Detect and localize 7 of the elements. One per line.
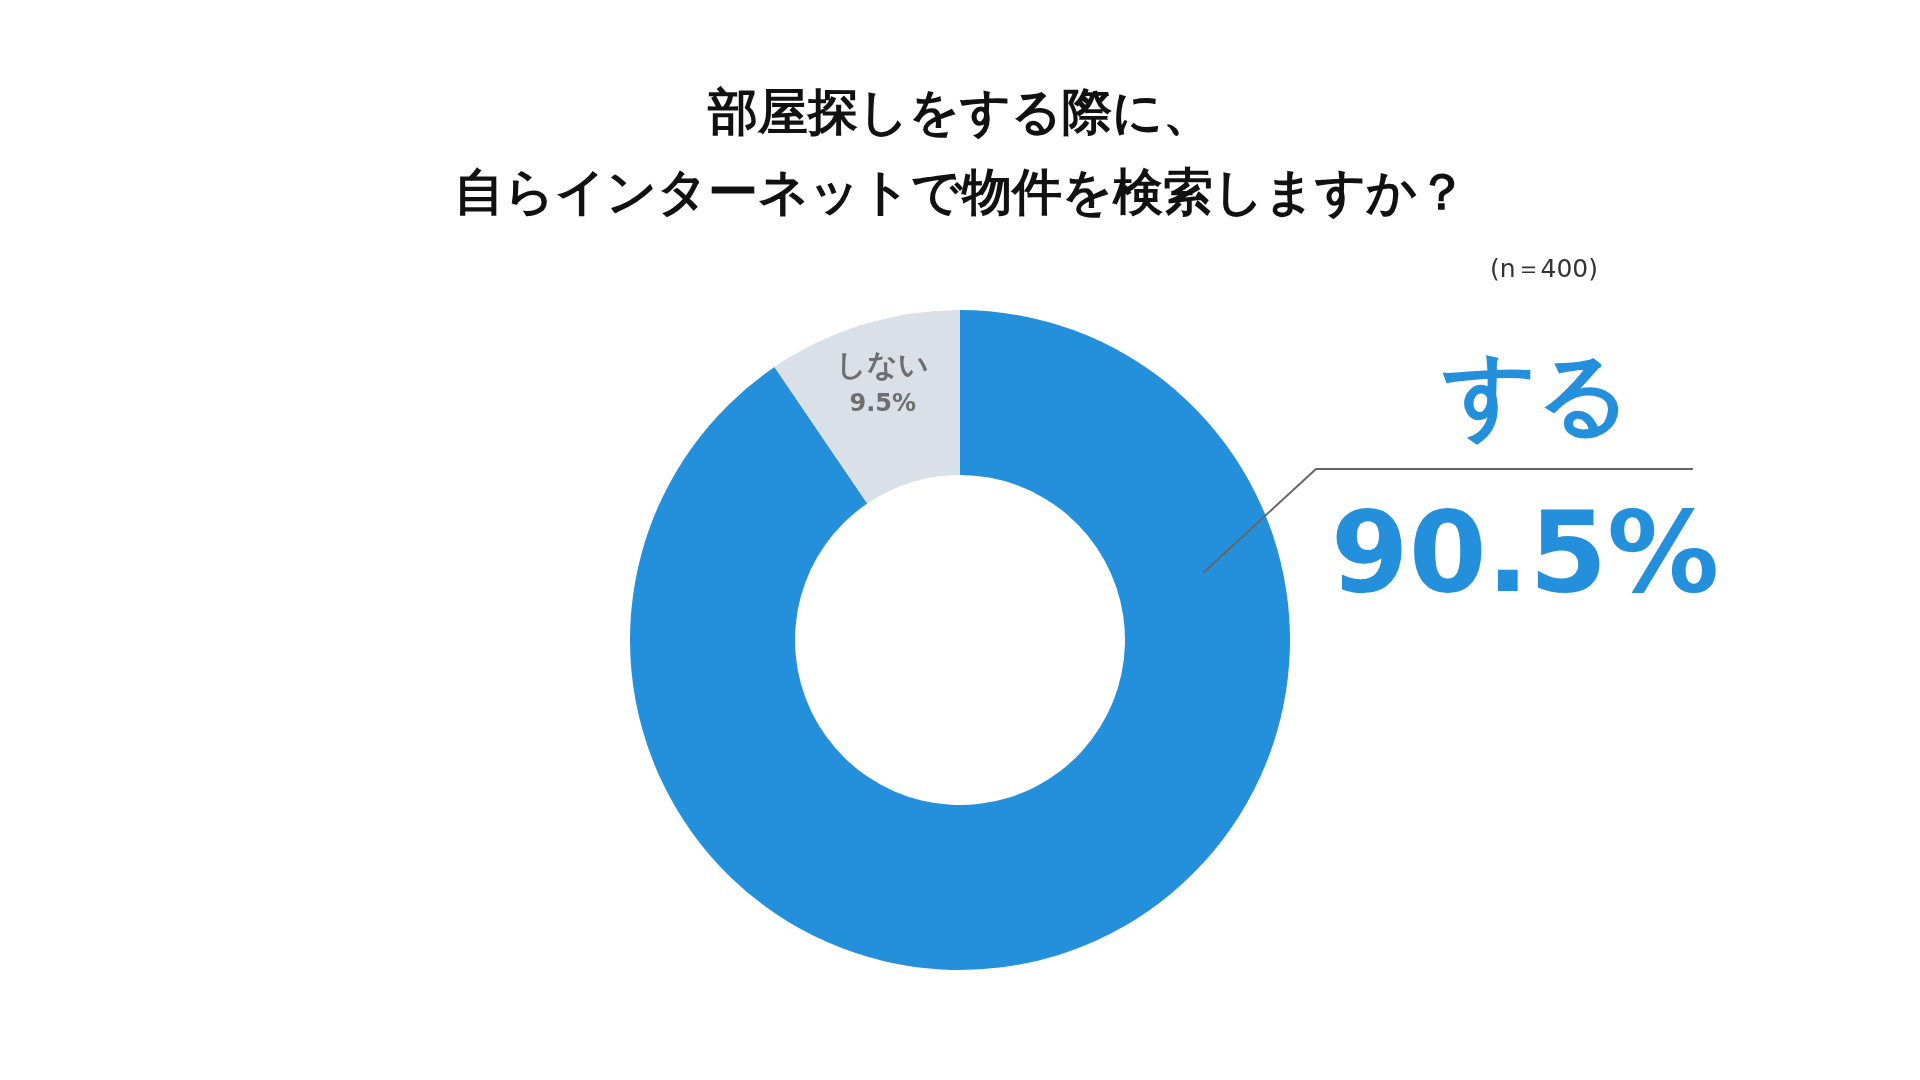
- data-label: 90.5%: [1330, 487, 1720, 618]
- text: (n＝400): [1489, 253, 1598, 285]
- slice-label: する: [1442, 340, 1631, 448]
- chart-subtitle: 自らインターネットで物件を検索しますか？: [452, 162, 1468, 223]
- chart-title: 部屋探しをする際に、: [706, 82, 1214, 143]
- slice-label: しない: [836, 346, 930, 382]
- data-label: 9.5%: [849, 389, 917, 418]
